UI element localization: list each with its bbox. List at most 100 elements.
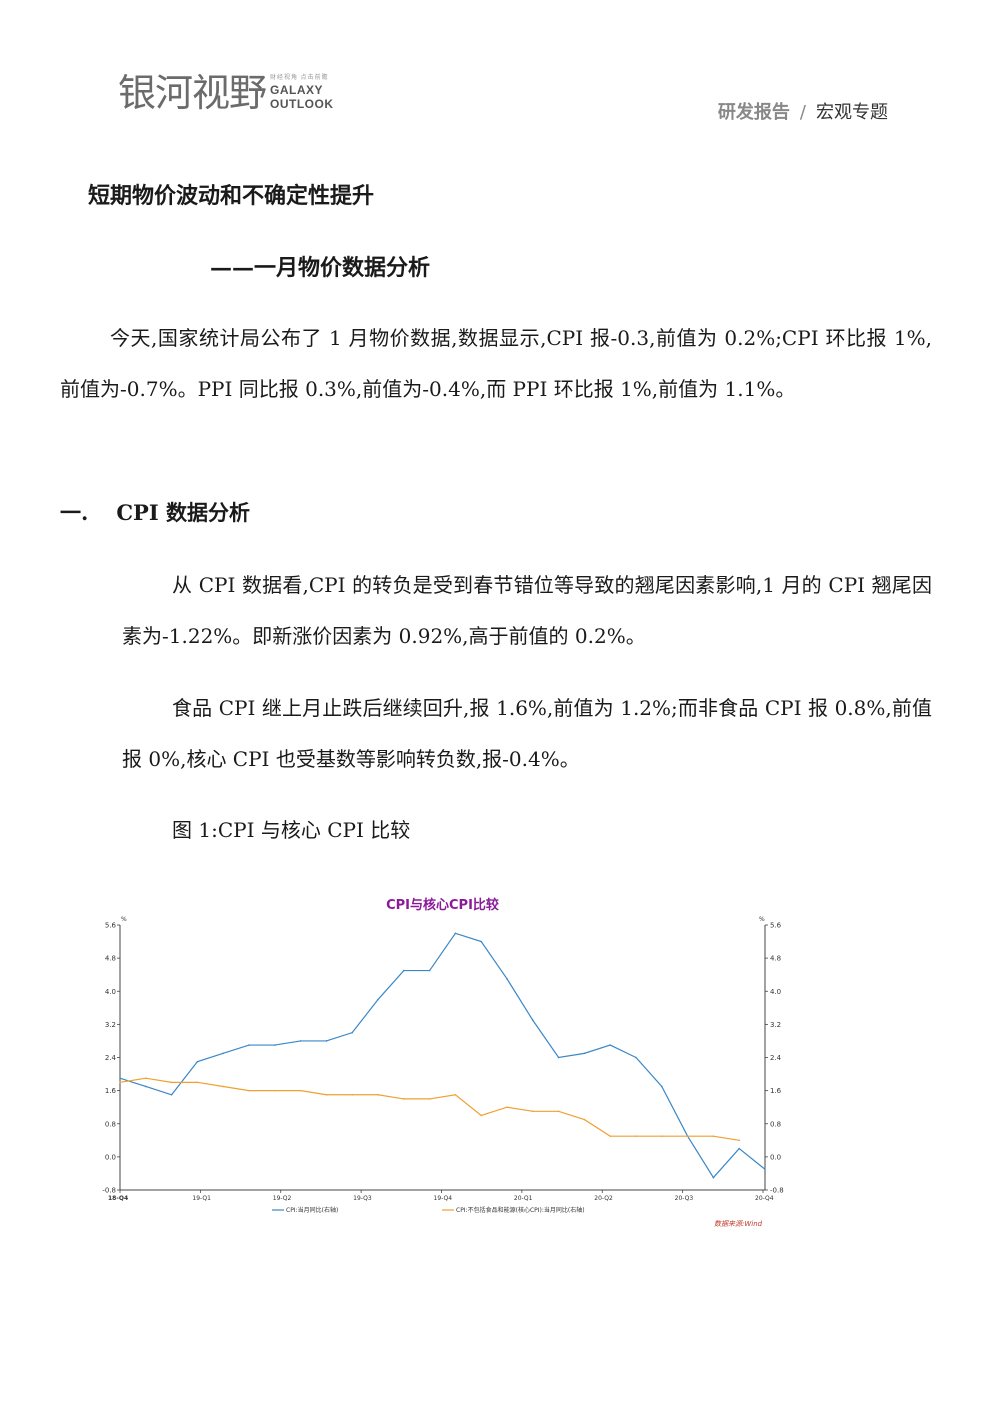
x-tick-label: 20-Q1: [514, 1195, 533, 1202]
x-tick-label: 19-Q2: [273, 1195, 292, 1202]
data-point-core-cpi: [145, 1077, 147, 1080]
document-title: 短期物价波动和不确定性提升: [88, 183, 375, 209]
y-tick-label-right: 4.0: [770, 988, 781, 996]
y-tick-label-right: 2.4: [770, 1054, 782, 1062]
y-tick-label-left: 0.8: [105, 1120, 116, 1128]
data-point-core-cpi: [712, 1135, 715, 1137]
y-unit-left: %: [121, 916, 127, 923]
data-point-core-cpi: [635, 1135, 637, 1137]
x-tick-label: 19-Q4: [434, 1195, 453, 1202]
data-point-core-cpi: [377, 1093, 379, 1096]
section-number: 一.: [60, 500, 89, 525]
figure-caption: 图 1:CPI 与核心 CPI 比较: [172, 818, 411, 842]
y-tick-label-left: 4.0: [105, 988, 116, 996]
y-tick-label-left: -0.8: [102, 1187, 116, 1195]
data-point-core-cpi: [609, 1135, 611, 1137]
data-point-cpi: [532, 1019, 534, 1022]
data-point-cpi: [661, 1085, 663, 1088]
data-point-cpi: [248, 1044, 250, 1046]
x-tick-label: 20-Q2: [594, 1195, 613, 1202]
y-tick-label-left: 2.4: [105, 1054, 117, 1062]
report-topic: 宏观专题: [816, 102, 888, 123]
y-tick-label-left: 4.8: [105, 955, 116, 963]
data-point-core-cpi: [351, 1093, 353, 1096]
data-point-cpi: [325, 1040, 328, 1042]
data-point-cpi: [351, 1031, 353, 1034]
data-point-core-cpi: [532, 1110, 534, 1113]
data-point-cpi: [609, 1044, 611, 1046]
data-point-core-cpi: [170, 1081, 173, 1084]
logo-tagline: 财经视角 点击前瞻: [270, 75, 329, 81]
data-point-core-cpi: [403, 1098, 405, 1100]
y-tick-label-right: -0.8: [770, 1187, 784, 1195]
report-department: 研发报告: [717, 102, 790, 123]
data-point-cpi: [712, 1176, 715, 1179]
data-point-core-cpi: [196, 1081, 199, 1084]
data-point-core-cpi: [325, 1093, 328, 1096]
data-point-core-cpi: [661, 1135, 663, 1137]
document-subtitle: ——一月物价数据分析: [210, 255, 431, 281]
data-point-cpi: [222, 1052, 224, 1055]
data-point-core-cpi: [274, 1089, 276, 1092]
y-tick-label-right: 5.6: [770, 922, 782, 930]
x-tick-label: 19-Q1: [192, 1195, 211, 1202]
y-tick-label-right: 1.6: [770, 1087, 782, 1095]
chart-source-note: 数据来源:Wind: [714, 1220, 763, 1228]
legend-label-core-cpi: CPI:不包括食品和能源(核心CPI):当月同比(右轴): [456, 1206, 585, 1214]
data-point-core-cpi: [480, 1114, 483, 1117]
data-point-cpi: [557, 1056, 560, 1059]
data-point-core-cpi: [557, 1110, 560, 1113]
y-tick-label-right: 4.8: [770, 955, 781, 963]
legend-label-cpi: CPI:当月同比(右轴): [286, 1206, 338, 1214]
galaxy-outlook-logo: 银河视野 财经视角 点击前瞻 GALAXY OUTLOOK: [118, 74, 334, 112]
section-title: CPI 数据分析: [116, 500, 250, 525]
y-tick-label-right: 0.8: [770, 1120, 781, 1128]
series-line-cpi: [119, 932, 766, 1179]
data-point-cpi: [635, 1056, 637, 1059]
y-tick-label-left: 0.0: [105, 1153, 116, 1161]
y-tick-label-left: 5.6: [105, 922, 117, 930]
data-point-cpi: [583, 1052, 586, 1055]
header-separator: /: [799, 102, 806, 123]
y-tick-label-right: 3.2: [770, 1021, 781, 1029]
data-point-cpi: [170, 1093, 173, 1096]
logo-english-line2: OUTLOOK: [270, 97, 334, 111]
y-unit-right: %: [759, 916, 765, 923]
x-tick-label: 20-Q3: [675, 1195, 694, 1202]
data-point-cpi: [299, 1040, 302, 1042]
data-point-core-cpi: [299, 1089, 302, 1092]
data-point-cpi: [428, 969, 431, 972]
chart-title: CPI与核心CPI比较: [386, 897, 499, 913]
data-point-cpi: [196, 1060, 199, 1063]
data-point-cpi: [764, 1168, 766, 1171]
logo-english-line1: GALAXY: [270, 83, 324, 97]
cpi-core-cpi-chart: CPI与核心CPI比较% % 5.6 5.6 4.8 4.8 4.0 4.0 3.2 3.2 2.4…: [102, 897, 784, 1228]
series-line-core-cpi: [119, 1077, 740, 1141]
data-point-core-cpi: [583, 1118, 586, 1121]
y-tick-label-right: 0.0: [770, 1153, 781, 1161]
intro-paragraph: 今天,国家统计局公布了 1 月物价数据,数据显示,CPI 报-0.3,前值为 0…: [60, 326, 932, 401]
data-point-core-cpi: [738, 1139, 740, 1142]
x-tick-label: 19-Q3: [353, 1195, 372, 1202]
x-tick-label: 20-Q4: [755, 1195, 774, 1202]
data-point-core-cpi: [248, 1089, 250, 1092]
data-point-cpi: [480, 940, 483, 943]
data-point-core-cpi: [222, 1085, 224, 1088]
data-point-cpi: [506, 978, 508, 980]
logo-chinese-text: 银河视野: [118, 71, 267, 115]
data-point-cpi: [454, 932, 457, 935]
data-point-core-cpi: [506, 1106, 508, 1108]
data-point-cpi: [274, 1044, 276, 1046]
data-point-core-cpi: [454, 1093, 457, 1096]
data-point-cpi: [145, 1085, 147, 1088]
logo-english-block: 财经视角 点击前瞻 GALAXY OUTLOOK: [270, 75, 334, 111]
data-point-core-cpi: [119, 1081, 121, 1084]
data-point-cpi: [738, 1147, 740, 1150]
data-point-core-cpi: [428, 1098, 431, 1100]
report-category-header: 研发报告 / 宏观专题: [718, 98, 888, 124]
data-point-cpi: [377, 998, 379, 1001]
y-tick-label-left: 1.6: [105, 1087, 117, 1095]
data-point-core-cpi: [686, 1135, 689, 1137]
cpi-analysis-paragraph-1: 从 CPI 数据看,CPI 的转负是受到春节错位等导致的翘尾因素影响,1 月的 …: [122, 573, 932, 648]
section-heading-cpi: 一. CPI 数据分析: [60, 497, 250, 527]
